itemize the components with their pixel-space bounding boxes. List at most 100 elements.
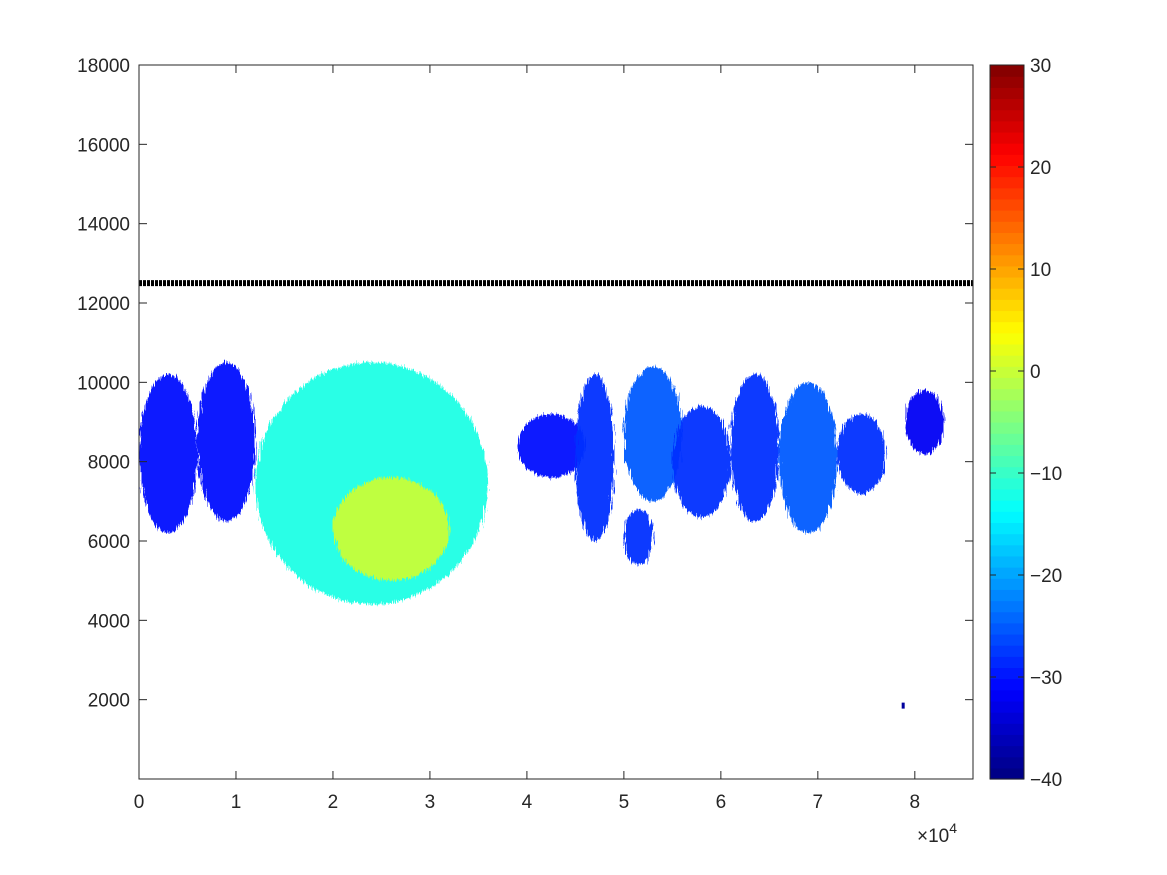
- colorbar-segment: [990, 87, 1024, 100]
- colorbar-segment: [990, 477, 1024, 490]
- colorbar-tick-label: 10: [1030, 260, 1051, 281]
- colorbar-tick-label: 30: [1030, 56, 1051, 77]
- heatmap-point: [901, 702, 905, 709]
- heatmap-region: [730, 374, 780, 522]
- colorbar-segment: [990, 399, 1024, 412]
- y-axis: 2000 4000 6000 8000 10000 12000 14000 16000 1800…: [77, 56, 973, 712]
- heatmap-layer: [139, 362, 944, 709]
- x-axis: 0 1 2 3 4 5 6 7 8: [134, 65, 920, 813]
- heatmap-region: [837, 414, 886, 494]
- colorbar-segment: [990, 488, 1024, 501]
- colorbar-segment: [990, 689, 1024, 702]
- colorbar-segment: [990, 310, 1024, 323]
- colorbar-segment: [990, 198, 1024, 211]
- heatmap-region: [623, 366, 683, 502]
- y-tick-label: 6000: [88, 532, 130, 553]
- colorbar-segment: [990, 243, 1024, 256]
- heatmap-region: [197, 362, 256, 522]
- y-tick-label: 14000: [77, 215, 130, 236]
- y-tick-label: 4000: [88, 611, 130, 632]
- colorbar-segment: [990, 600, 1024, 613]
- x-tick-label: 1: [231, 792, 242, 813]
- colorbar-segment: [990, 712, 1024, 724]
- colorbar-segment: [990, 723, 1024, 735]
- colorbar-segment: [990, 622, 1024, 635]
- colorbar-segment: [990, 131, 1024, 144]
- colorbar-segment: [990, 555, 1024, 568]
- colorbar-segment: [990, 422, 1024, 434]
- heatmap-region: [332, 477, 450, 581]
- colorbar-segment: [990, 210, 1024, 222]
- colorbar-segment: [990, 544, 1024, 557]
- colorbar-segment: [990, 366, 1024, 378]
- x-tick-label: 0: [134, 792, 145, 813]
- colorbar-segment: [990, 165, 1024, 178]
- colorbar-segment: [990, 511, 1024, 524]
- colorbar-segment: [990, 377, 1024, 390]
- colorbar-segment: [990, 455, 1024, 468]
- colorbar-segment: [990, 232, 1024, 245]
- colorbar-segment: [990, 76, 1024, 88]
- colorbar-tick-label: −20: [1030, 566, 1062, 587]
- colorbar-segment: [990, 589, 1024, 602]
- colorbar-segment: [990, 176, 1024, 189]
- colorbar-segment: [990, 745, 1024, 758]
- colorbar-segment: [990, 678, 1024, 691]
- y-tick-label: 12000: [77, 294, 130, 315]
- y-tick-label: 8000: [88, 453, 130, 474]
- y-tick-label: 10000: [77, 373, 130, 394]
- colorbar-segment: [990, 98, 1024, 111]
- colorbar-segment: [990, 343, 1024, 356]
- colorbar-tick-label: −30: [1030, 668, 1062, 689]
- colorbar-segment: [990, 567, 1024, 579]
- colorbar-frame: [989, 64, 1025, 780]
- colorbar-segment: [990, 611, 1024, 624]
- plot-frame: [138, 64, 974, 780]
- colorbar-segment: [990, 388, 1024, 401]
- colorbar-segment: [990, 756, 1024, 769]
- colorbar-segment: [990, 254, 1024, 267]
- colorbar-segment: [990, 522, 1024, 535]
- colorbar-segment: [990, 444, 1024, 457]
- x-tick-label: 4: [522, 792, 533, 813]
- colorbar-tick-label: 0: [1030, 362, 1041, 383]
- heatmap-region: [779, 382, 838, 534]
- colorbar-segment: [990, 500, 1024, 512]
- heatmap-region: [672, 406, 731, 518]
- colorbar-segment: [990, 767, 1024, 780]
- colorbar-segment: [990, 288, 1024, 300]
- colorbar-segment: [990, 578, 1024, 590]
- colorbar-segment: [990, 645, 1024, 657]
- x-axis-exponent-label: ×104: [917, 820, 957, 847]
- x-tick-label: 3: [425, 792, 436, 813]
- colorbar-segment: [990, 276, 1024, 289]
- y-tick-label: 18000: [77, 56, 130, 77]
- colorbar-segment: [990, 109, 1024, 122]
- colorbar-tick-label: 20: [1030, 158, 1051, 179]
- x-tick-label: 5: [619, 792, 630, 813]
- colorbar-segment: [990, 265, 1024, 278]
- x-tick-label: 7: [813, 792, 824, 813]
- colorbar: −40 −30 −20 −10 0 10 20 30: [989, 56, 1062, 791]
- colorbar-tick-label: −10: [1030, 464, 1062, 485]
- x-tick-label: 8: [910, 792, 921, 813]
- heatmap-region: [139, 374, 198, 534]
- colorbar-segment: [990, 120, 1024, 133]
- x-axis-exponent-power: 4: [949, 820, 957, 836]
- colorbar-segment: [990, 667, 1024, 680]
- colorbar-tick-label: −40: [1030, 770, 1062, 791]
- colorbar-segment: [990, 734, 1024, 747]
- colorbar-segment: [990, 321, 1024, 334]
- heatmap-region: [623, 509, 653, 565]
- colorbar-segment: [990, 355, 1024, 367]
- x-tick-label: 2: [328, 792, 339, 813]
- colorbar-segment: [990, 700, 1024, 713]
- colorbar-segment: [990, 433, 1024, 445]
- colorbar-segment: [990, 65, 1024, 77]
- colorbar-segment: [990, 221, 1024, 233]
- y-tick-label: 2000: [88, 691, 130, 712]
- colorbar-segment: [990, 633, 1024, 646]
- heatmap-region: [517, 414, 586, 478]
- colorbar-segment: [990, 533, 1024, 546]
